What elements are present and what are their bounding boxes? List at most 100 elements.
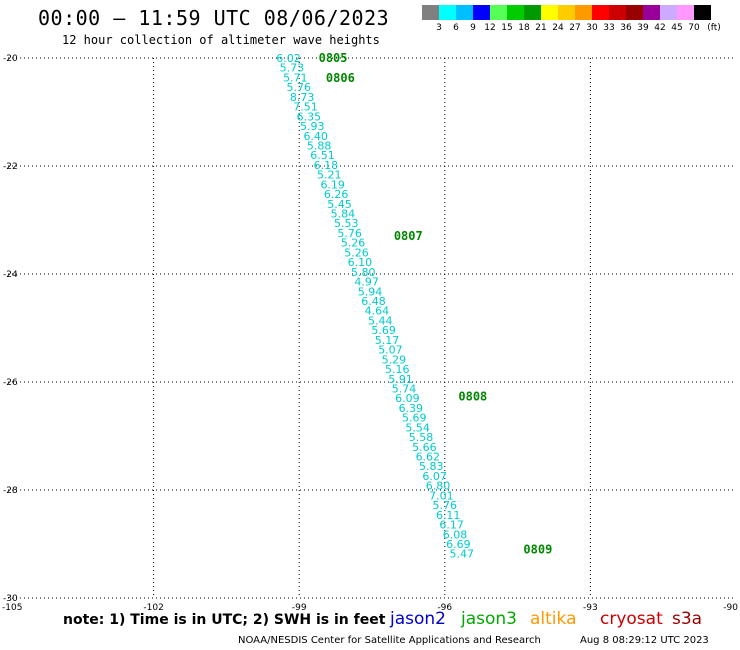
x-tick-label: -99 [292, 603, 307, 613]
legend-swatch [694, 5, 711, 20]
swh-value-label: 6.07 [422, 470, 447, 483]
legend-swatch [422, 5, 439, 20]
swh-value-label: 6.10 [348, 256, 373, 269]
swh-value-label: 6.39 [399, 402, 424, 415]
date-label: 0809 [523, 542, 552, 556]
x-tick-label: -105 [2, 603, 22, 613]
legend-swatch [541, 5, 558, 20]
swh-value-label: 6.35 [297, 110, 322, 123]
y-tick-label: -28 [3, 486, 18, 496]
legend-s3a: s3a [672, 609, 703, 629]
swh-value-label: 6.51 [310, 149, 335, 162]
date-label: 0807 [394, 229, 423, 243]
x-tick-label: -102 [143, 603, 163, 613]
legend-label: 39 [637, 23, 649, 33]
swh-value-label: 6.80 [426, 480, 451, 493]
legend-swatch [575, 5, 592, 20]
swh-value-label: 5.45 [327, 198, 352, 211]
legend-label: 24 [552, 23, 564, 33]
legend-swatch [490, 5, 507, 20]
swh-value-label: 6.08 [443, 528, 468, 541]
y-tick-label: -24 [3, 270, 18, 280]
legend-swatch [524, 5, 541, 20]
legend-label: 18 [518, 23, 530, 33]
date-label: 0806 [326, 71, 355, 85]
swh-value-label: 5.53 [334, 217, 359, 230]
swh-value-label: 6.17 [439, 519, 464, 532]
legend-label: 70 [688, 23, 700, 33]
swh-value-label: 6.40 [303, 130, 328, 143]
swh-value-label: 5.44 [368, 314, 393, 327]
swh-value-label: 5.83 [419, 460, 444, 473]
legend-cryosat: cryosat [600, 609, 663, 629]
swh-value-label: 5.54 [405, 421, 430, 434]
credit-text: NOAA/NESDIS Center for Satellite Applica… [238, 635, 541, 646]
swh-value-label: 6.69 [446, 538, 471, 551]
legend-label: 12 [484, 23, 496, 33]
legend-label: 15 [501, 23, 513, 33]
x-tick-label: -96 [437, 603, 452, 613]
swh-value-label: 5.91 [388, 373, 413, 386]
y-tick-label: -22 [3, 162, 18, 172]
legend-swatch [643, 5, 660, 20]
legend-label: 30 [586, 23, 598, 33]
x-tick-label: -93 [583, 603, 598, 613]
swh-value-label: 6.09 [395, 392, 420, 405]
swh-value-label: 7.51 [293, 101, 318, 114]
swh-value-label: 5.93 [300, 120, 325, 133]
swh-value-label: 5.73 [280, 62, 305, 75]
swh-value-label: 5.94 [358, 285, 383, 298]
swh-value-label: 5.26 [344, 246, 369, 259]
legend-swatch [558, 5, 575, 20]
legend-swatch [456, 5, 473, 20]
swh-value-label: 5.71 [283, 71, 308, 84]
swh-value-label: 6.26 [324, 188, 349, 201]
swh-value-label: 8.73 [290, 91, 315, 104]
legend-swatch [609, 5, 626, 20]
legend-jason2: jason2 [390, 609, 446, 629]
legend-label: 6 [453, 23, 459, 33]
swh-value-label: 6.19 [320, 178, 345, 191]
swh-value-label: 5.74 [392, 382, 417, 395]
swh-value-label: 6.11 [436, 509, 461, 522]
credit-timestamp: Aug 8 08:29:12 UTC 2023 [580, 635, 709, 646]
legend-swatch [677, 5, 694, 20]
swh-value-label: 5.80 [351, 266, 376, 279]
date-label: 0805 [319, 51, 348, 65]
legend-altika: altika [530, 609, 577, 629]
footer-note: note: 1) Time is in UTC; 2) SWH is in fe… [63, 612, 386, 628]
swh-value-label: 4.97 [354, 276, 379, 289]
y-tick-label: -30 [3, 594, 18, 604]
legend-swatch [592, 5, 609, 20]
swh-value-label: 5.76 [286, 81, 311, 94]
swh-value-label: 5.69 [402, 412, 427, 425]
swh-value-label: 5.21 [317, 169, 342, 182]
y-tick-label: -26 [3, 378, 18, 388]
legend-unit: (ft) [707, 23, 721, 33]
legend-swatch [626, 5, 643, 20]
legend-swatch [473, 5, 490, 20]
swh-value-label: 5.26 [341, 237, 366, 250]
legend-label: 45 [671, 23, 683, 33]
legend-swatch [439, 5, 456, 20]
swh-value-label: 6.62 [416, 451, 441, 464]
legend-label: 36 [620, 23, 632, 33]
swh-value-label: 5.76 [433, 499, 458, 512]
chart-subtitle: 12 hour collection of altimeter wave hei… [62, 33, 380, 47]
swh-value-label: 5.29 [382, 353, 407, 366]
swh-value-label: 5.69 [371, 324, 396, 337]
swh-value-label: 5.58 [409, 431, 434, 444]
swh-value-label: 5.84 [331, 208, 356, 221]
legend-swatch [507, 5, 524, 20]
swh-value-label: 5.17 [375, 334, 400, 347]
legend-label: 42 [654, 23, 666, 33]
legend-swatch [660, 5, 677, 20]
y-tick-label: -20 [3, 54, 18, 64]
swh-value-label: 5.66 [412, 441, 437, 454]
legend-label: 3 [436, 23, 442, 33]
swh-value-label: 5.76 [337, 227, 362, 240]
swh-value-label: 4.64 [365, 305, 390, 318]
legend-label: 33 [603, 23, 615, 33]
legend-label: 21 [535, 23, 547, 33]
